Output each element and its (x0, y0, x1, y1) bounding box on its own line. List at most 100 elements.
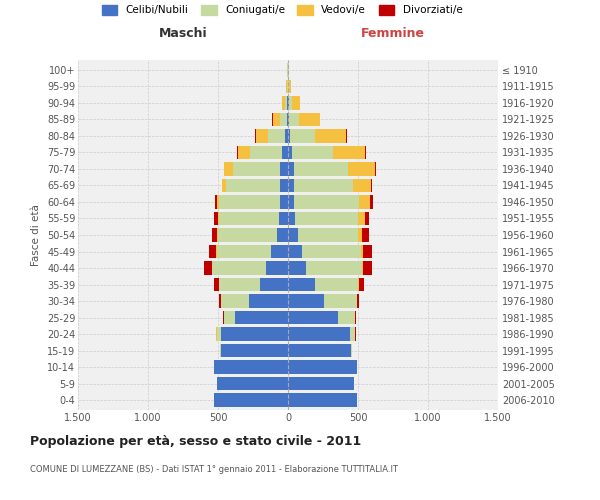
Bar (280, 196, 288, 208)
Bar (288, 96, 289, 110)
Bar (280, 179, 288, 192)
Bar (209, 245, 217, 258)
Bar (365, 212, 369, 225)
Bar (237, 146, 238, 159)
Bar (250, 146, 283, 159)
Bar (358, 228, 362, 241)
Bar (218, 212, 279, 225)
Bar (292, 96, 300, 110)
Bar (357, 294, 359, 308)
Bar (359, 278, 364, 291)
Text: Popolazione per età, sesso e stato civile - 2011: Popolazione per età, sesso e stato civil… (30, 435, 361, 448)
Bar (288, 344, 351, 357)
Bar (272, 113, 280, 126)
Bar (217, 196, 220, 208)
Bar (289, 96, 292, 110)
Bar (268, 130, 285, 142)
Bar (214, 394, 288, 406)
Bar (359, 196, 370, 208)
Bar (288, 294, 325, 308)
Bar (362, 262, 364, 274)
Bar (220, 344, 221, 357)
Bar (288, 278, 314, 291)
Bar (288, 360, 356, 374)
Bar (220, 196, 280, 208)
Bar (375, 162, 376, 175)
Bar (338, 311, 355, 324)
Bar (290, 130, 316, 142)
Bar (271, 245, 288, 258)
Bar (256, 130, 268, 142)
Text: Femmine: Femmine (361, 27, 425, 40)
Bar (280, 162, 288, 175)
Bar (325, 294, 356, 308)
Bar (224, 311, 235, 324)
Bar (221, 328, 288, 340)
Bar (363, 245, 372, 258)
Bar (221, 344, 288, 357)
Bar (283, 146, 288, 159)
Bar (217, 328, 221, 340)
Bar (314, 278, 358, 291)
Bar (288, 377, 354, 390)
Bar (266, 262, 288, 274)
Bar (288, 130, 290, 142)
Bar (288, 146, 292, 159)
Bar (214, 278, 219, 291)
Bar (217, 377, 288, 390)
Bar (292, 146, 333, 159)
Bar (288, 228, 298, 241)
Bar (283, 96, 285, 110)
Bar (224, 162, 233, 175)
Bar (226, 179, 280, 192)
Bar (371, 179, 373, 192)
Bar (370, 196, 373, 208)
Bar (355, 311, 356, 324)
Bar (255, 130, 256, 142)
Legend: Celibi/Nubili, Coniugati/e, Vedovi/e, Divorziati/e: Celibi/Nubili, Coniugati/e, Vedovi/e, Di… (101, 5, 463, 15)
Bar (222, 179, 226, 192)
Bar (353, 179, 371, 192)
Bar (288, 162, 293, 175)
Bar (289, 80, 291, 93)
Bar (288, 394, 356, 406)
Bar (214, 212, 218, 225)
Bar (316, 130, 346, 142)
Bar (223, 311, 224, 324)
Bar (288, 262, 306, 274)
Bar (295, 179, 353, 192)
Bar (348, 162, 375, 175)
Bar (277, 228, 288, 241)
Bar (285, 130, 288, 142)
Bar (295, 196, 359, 208)
Bar (215, 196, 217, 208)
Bar (220, 278, 260, 291)
Bar (364, 262, 373, 274)
Bar (288, 179, 295, 192)
Bar (358, 278, 359, 291)
Bar (233, 162, 280, 175)
Bar (288, 245, 302, 258)
Bar (293, 162, 348, 175)
Bar (289, 113, 299, 126)
Bar (287, 96, 288, 110)
Bar (288, 212, 295, 225)
Bar (218, 228, 277, 241)
Bar (217, 228, 218, 241)
Bar (350, 328, 355, 340)
Bar (214, 360, 288, 374)
Bar (299, 113, 320, 126)
Bar (218, 294, 221, 308)
Bar (346, 130, 347, 142)
Bar (221, 294, 249, 308)
Bar (280, 113, 287, 126)
Text: Maschi: Maschi (158, 27, 208, 40)
Bar (249, 294, 288, 308)
Text: COMUNE DI LUMEZZANE (BS) - Dati ISTAT 1° gennaio 2011 - Elaborazione TUTTITALIA.: COMUNE DI LUMEZZANE (BS) - Dati ISTAT 1°… (30, 465, 398, 474)
Bar (295, 212, 358, 225)
Bar (351, 344, 352, 357)
Bar (288, 113, 289, 126)
Y-axis label: Fasce di età: Fasce di età (31, 204, 41, 266)
Bar (288, 328, 350, 340)
Bar (235, 311, 288, 324)
